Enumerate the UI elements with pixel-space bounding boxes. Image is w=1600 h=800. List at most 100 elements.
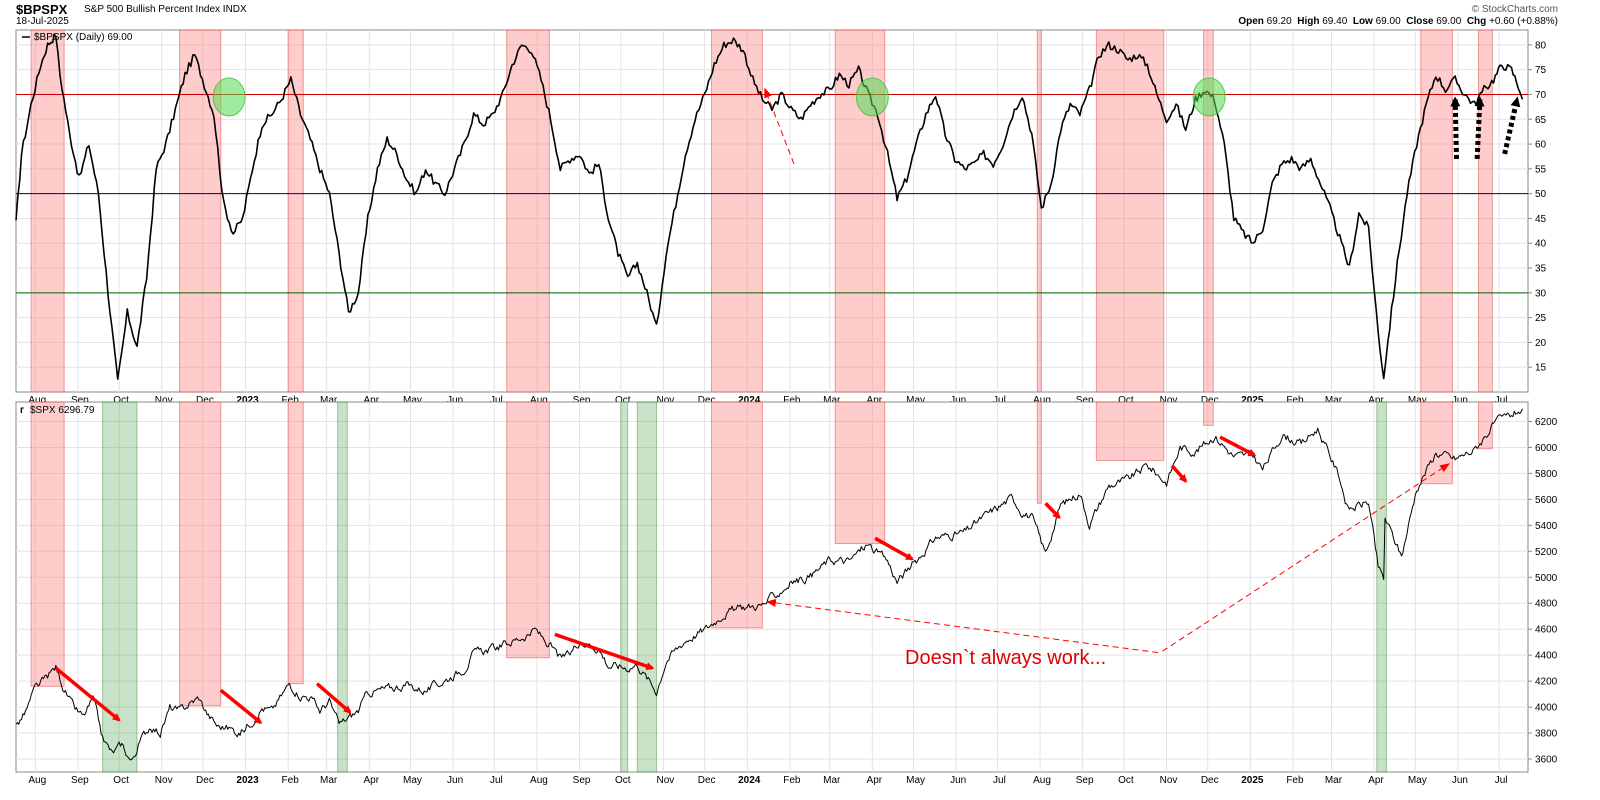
open-value: 69.20	[1266, 16, 1292, 27]
red-zone	[1095, 29, 1165, 393]
bpspx-xtick-label: Sep	[1076, 395, 1094, 406]
watermark: © StockCharts.com	[1471, 4, 1558, 15]
spx-ytick-label: 3600	[1535, 755, 1558, 766]
green-zone	[102, 401, 138, 773]
spx-panel: Aug Sep Oct Nov Dec 2023 Feb Mar Apr May Jun Jul Aug…	[15, 401, 1558, 786]
spx-xtick-label: Sep	[1076, 775, 1094, 786]
bpspx-xtick-label: Sep	[573, 395, 591, 406]
spx-ytick-label: 3800	[1535, 729, 1558, 740]
bpspx-xtick-label: Dec	[196, 395, 214, 406]
red-zone	[711, 401, 763, 629]
bpspx-xtick-label: Feb	[282, 395, 300, 406]
spx-legend-swatch: г	[20, 405, 24, 416]
bpspx-frame	[15, 29, 1529, 393]
bpspx-ytick-label: 75	[1535, 65, 1547, 76]
exchange: INDX	[222, 4, 247, 15]
spx-ytick-label: 4200	[1535, 677, 1558, 688]
red-zone	[1095, 401, 1165, 461]
bpspx-ytick-label: 30	[1535, 288, 1547, 299]
bpspx-ytick-label: 50	[1535, 189, 1547, 200]
spx-xtick-label: Jun	[950, 775, 966, 786]
red-zone	[287, 401, 304, 685]
spx-xtick-label: May	[906, 775, 925, 786]
high-value: 69.40	[1322, 16, 1348, 27]
spx-frame	[15, 401, 1529, 773]
bpspx-xtick-label: Nov	[657, 395, 675, 406]
bpspx-xtick-label: May	[1408, 395, 1427, 406]
red-arrow	[874, 536, 914, 561]
red-zone	[1420, 29, 1453, 393]
spx-xtick-label: Feb	[1286, 775, 1304, 786]
spx-ytick-label: 4800	[1535, 599, 1558, 610]
bpspx-ytick-label: 25	[1535, 313, 1547, 324]
bpspx-ytick-label: 65	[1535, 115, 1547, 126]
spx-xtick-label: Aug	[530, 775, 548, 786]
red-zone	[506, 29, 550, 393]
index-name: S&P 500 Bullish Percent Index INDX	[84, 4, 247, 15]
spx-xtick-label: Oct	[113, 775, 129, 786]
spx-xtick-label: Jun	[447, 775, 463, 786]
bpspx-xtick-label: Dec	[1201, 395, 1219, 406]
spx-ytick-label: 5000	[1535, 573, 1558, 584]
bpspx-xtick-label: Mar	[1325, 395, 1343, 406]
annotation-text: Doesn`t always work...	[905, 647, 1106, 669]
bpspx-ytick-label: 55	[1535, 164, 1547, 175]
spx-xtick-label: Jun	[1452, 775, 1468, 786]
bpspx-ytick-label: 15	[1535, 363, 1547, 374]
spx-ytick-label: 6200	[1535, 417, 1558, 428]
bpspx-xtick-label: Feb	[1286, 395, 1304, 406]
bpspx-xtick-label: Oct	[615, 395, 631, 406]
open-label: Open	[1238, 16, 1264, 27]
red-arrow	[219, 688, 263, 725]
bpspx-xtick-label: 2023	[236, 395, 259, 406]
black-arrow	[1502, 96, 1521, 155]
spx-xtick-label: Apr	[867, 775, 883, 786]
spx-ytick-label: 6000	[1535, 443, 1558, 454]
bpspx-xtick-label: Oct	[113, 395, 129, 406]
bpspx-ytick-label: 35	[1535, 264, 1547, 275]
spx-xtick-label: Apr	[363, 775, 379, 786]
spx-xtick-label: Nov	[155, 775, 173, 786]
high-label: High	[1297, 16, 1320, 27]
bpspx-xtick-label: Feb	[783, 395, 801, 406]
red-arrow	[315, 682, 352, 714]
bpspx-ytick-label: 40	[1535, 239, 1547, 250]
bpspx-xtick-label: 2025	[1241, 395, 1264, 406]
spx-ytick-label: 5800	[1535, 469, 1558, 480]
bpspx-xtick-label: Jul	[1495, 395, 1508, 406]
bpspx-ytick-label: 80	[1535, 40, 1547, 51]
index-full-name: S&P 500 Bullish Percent Index	[84, 4, 221, 15]
spx-ytick-label: 4600	[1535, 625, 1558, 636]
spx-xtick-label: May	[403, 775, 422, 786]
black-arrow	[1450, 96, 1461, 159]
spx-line	[15, 408, 1523, 761]
red-zone	[1478, 29, 1493, 393]
bpspx-ytick-label: 60	[1535, 140, 1547, 151]
red-zone	[711, 29, 763, 393]
spx-xtick-label: Sep	[71, 775, 89, 786]
bpspx-xtick-label: Nov	[1160, 395, 1178, 406]
red-zone	[1203, 29, 1214, 393]
red-zone	[1036, 29, 1042, 393]
chart-date: 18-Jul-2025	[16, 16, 69, 27]
spx-xtick-label: Jul	[1495, 775, 1508, 786]
ohlc-readout: Open 69.20 High 69.40 Low 69.00 Close 69…	[1238, 16, 1558, 27]
bpspx-ytick-label: 70	[1535, 90, 1547, 101]
red-zone	[1478, 401, 1493, 450]
red-arrow	[1219, 435, 1257, 457]
bpspx-xtick-label: Jun	[950, 395, 966, 406]
spx-xtick-label: Nov	[657, 775, 675, 786]
spx-ytick-label: 4000	[1535, 703, 1558, 714]
bpspx-xtick-label: Jun	[1452, 395, 1468, 406]
close-value: 69.00	[1436, 16, 1462, 27]
bpspx-xtick-label: Mar	[823, 395, 841, 406]
green-zone	[337, 401, 348, 773]
bpspx-xtick-label: Apr	[363, 395, 379, 406]
spx-xtick-label: Jul	[993, 775, 1006, 786]
green-zone	[636, 401, 658, 773]
spx-ytick-label: 4400	[1535, 651, 1558, 662]
spx-ytick-label: 5600	[1535, 495, 1558, 506]
chart-header: $BPSPX S&P 500 Bullish Percent Index IND…	[0, 0, 1600, 28]
spx-xtick-label: 2024	[738, 775, 761, 786]
